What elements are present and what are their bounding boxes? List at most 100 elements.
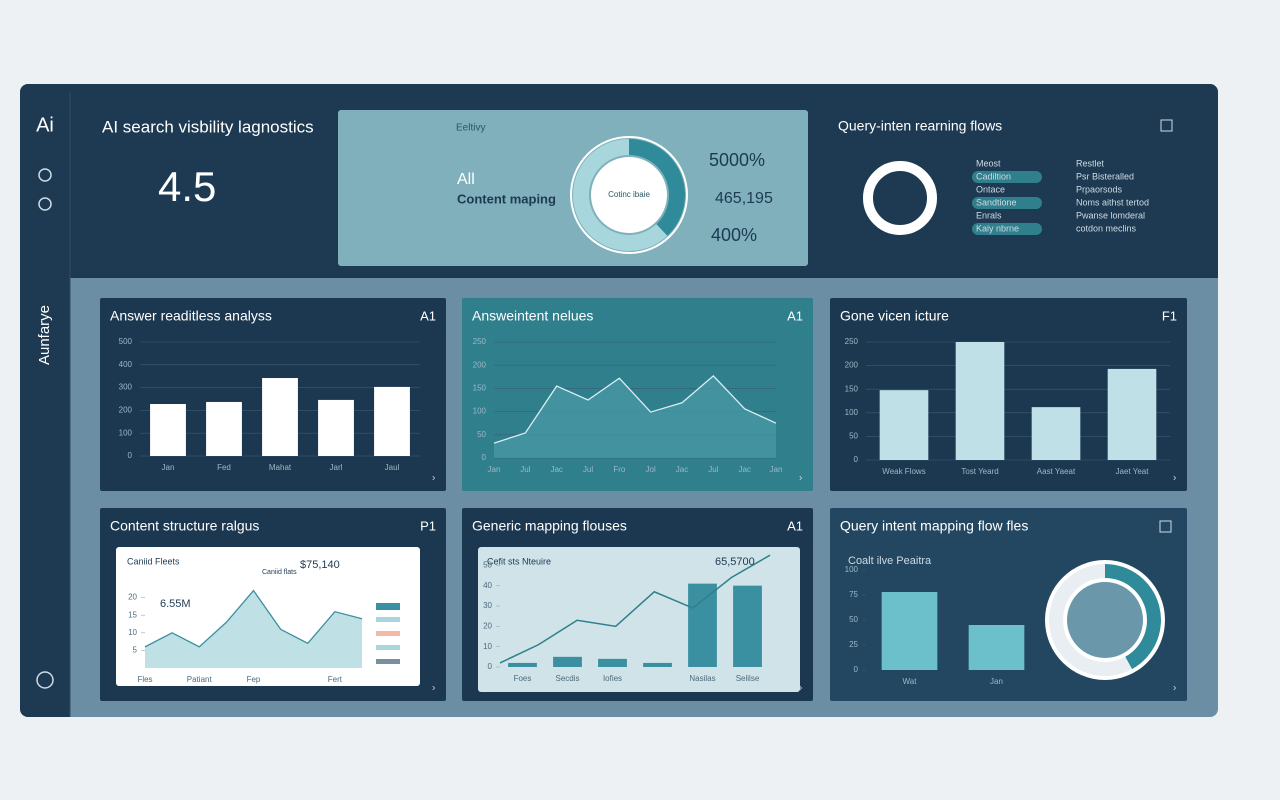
donut-label: Cotinc ibaie	[608, 190, 650, 199]
bar	[879, 390, 929, 460]
card-title: Gone vicen icture	[840, 308, 949, 324]
summary-caption: Eeltivy	[456, 123, 485, 134]
y-tick-label: 50	[849, 615, 858, 624]
y-tick-label: 300	[119, 383, 133, 392]
card-badge: A1	[420, 308, 436, 323]
y-tick-label: 200	[845, 361, 859, 370]
y-tick-label: 0	[128, 451, 133, 460]
flow-item: Enrals	[976, 210, 1002, 220]
bar	[150, 404, 186, 456]
note: 6.55M	[160, 598, 191, 610]
note: Caniid flats	[262, 569, 297, 576]
card-arrow: ›	[1173, 683, 1176, 694]
x-tick-label: Foes	[514, 674, 532, 683]
note: Caniid Fleets	[127, 556, 180, 566]
summary-subheading: Content maping	[457, 191, 556, 206]
bar	[643, 662, 672, 667]
x-tick-label: Jan	[162, 463, 175, 472]
card-badge: P1	[420, 518, 436, 533]
bar	[733, 585, 762, 667]
y-tick-label: 150	[845, 384, 859, 393]
x-tick-label: Secdis	[555, 674, 579, 683]
flow-item: Pwanse lomderal	[1076, 210, 1145, 220]
y-tick-label: 50	[477, 430, 486, 439]
y-tick-label: 20	[483, 621, 492, 630]
card-title: Content structure ralgus	[110, 518, 259, 534]
donut-center	[1067, 582, 1143, 658]
x-tick-label: Fep	[247, 675, 261, 684]
line	[144, 589, 363, 648]
flow-item: Restlet	[1076, 158, 1105, 168]
icon[interactable]	[38, 197, 52, 211]
inner-panel	[478, 547, 800, 692]
card-title: Answeintent nelues	[472, 308, 593, 324]
icon[interactable]	[38, 168, 52, 182]
donut-segment	[629, 139, 686, 236]
bar	[881, 592, 938, 670]
logo: Ai	[36, 114, 54, 136]
y-tick-label: 10	[483, 642, 492, 651]
y-tick-label: 75	[849, 590, 858, 599]
flow-item: cotdon meclins	[1076, 223, 1137, 233]
y-tick-label: 400	[119, 360, 133, 369]
y-tick-label: 500	[119, 337, 133, 346]
y-tick-label: 40	[483, 581, 492, 590]
flow-item: Ontace	[976, 184, 1005, 194]
x-tick-label: Jaul	[385, 463, 400, 472]
card-arrow: ›	[799, 473, 802, 484]
donut-segment	[573, 139, 668, 251]
icon[interactable]	[36, 671, 54, 689]
x-tick-label: Jan	[488, 465, 501, 474]
legend-swatch	[376, 645, 400, 650]
y-tick-label: 0	[854, 455, 859, 464]
card	[462, 298, 813, 491]
card-arrow: ›	[432, 683, 435, 694]
line	[493, 374, 777, 444]
legend-swatch	[376, 659, 400, 664]
flow-item: Meost	[976, 158, 1001, 168]
flow-item: Sandtione	[976, 197, 1017, 207]
flows-title: Query-inten rearning flows	[838, 118, 1002, 134]
area	[494, 375, 776, 458]
donut-center	[591, 157, 667, 233]
x-tick-label: Mahat	[269, 463, 292, 472]
card-title: Answer readitless analyss	[110, 308, 272, 324]
x-tick-label: Patiant	[187, 675, 213, 684]
x-tick-label: Jac	[550, 465, 562, 474]
y-tick-label: 250	[845, 337, 859, 346]
stat: 400%	[711, 225, 757, 245]
pill	[972, 223, 1042, 235]
y-tick-label: 15	[128, 610, 137, 619]
x-tick-label: Jan	[770, 465, 783, 474]
y-tick-label: 5	[133, 646, 138, 655]
x-tick-label: Jul	[583, 465, 593, 474]
bar	[262, 378, 298, 456]
note: Coalt ilve Peaitra	[848, 555, 932, 567]
y-tick-label: 20	[128, 593, 137, 602]
bar	[553, 656, 582, 667]
y-tick-label: 100	[845, 408, 859, 417]
donut-segment	[1048, 564, 1132, 676]
legend-swatch	[376, 603, 400, 610]
bar	[1031, 407, 1081, 460]
x-tick-label: Fles	[137, 675, 152, 684]
x-tick-label: Aast Yaeat	[1037, 467, 1076, 476]
x-tick-label: Jol	[646, 465, 656, 474]
x-tick-label: Jul	[520, 465, 530, 474]
bar	[688, 583, 717, 667]
summary-heading: All	[457, 171, 475, 188]
icon[interactable]	[1160, 119, 1173, 132]
flow-item: Noms aithst tertod	[1076, 197, 1149, 207]
icon[interactable]	[1159, 520, 1172, 533]
pill	[972, 171, 1042, 183]
area	[145, 590, 362, 668]
x-tick-label: Tost Yeard	[961, 467, 998, 476]
stat: 465,195	[715, 190, 773, 207]
card-title: Query intent mapping flow fles	[840, 518, 1028, 534]
y-tick-label: 150	[473, 384, 487, 393]
card-badge: F1	[1162, 308, 1177, 323]
x-tick-label: Selilse	[736, 674, 760, 683]
bar	[206, 401, 242, 456]
